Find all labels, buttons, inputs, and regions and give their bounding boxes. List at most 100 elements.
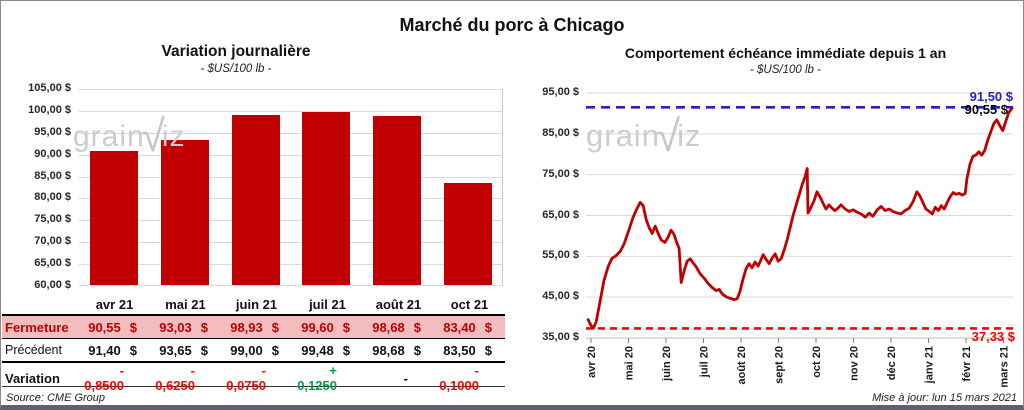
right-chart-title: Comportement échéance immédiate depuis 1… bbox=[624, 45, 947, 61]
table-cell: 99,00 $ bbox=[221, 343, 292, 358]
x-axis-label: sept 20 bbox=[774, 346, 786, 384]
table-cell: 83,40 $ bbox=[434, 320, 505, 335]
variation-cell: - 0,1000 bbox=[439, 363, 479, 393]
row-label-precedent: Précédent bbox=[5, 343, 62, 357]
table-header-row: avr 21 mai 21 juin 21 juil 21 août 21 oct 21 bbox=[2, 295, 505, 316]
table-cell: 99,60 $ bbox=[292, 320, 363, 335]
y-axis-tick-label: 75,00 $ bbox=[542, 167, 579, 180]
table-header-cell: août 21 bbox=[375, 297, 422, 312]
page-title: Marché du porc à Chicago bbox=[399, 15, 625, 35]
variation-cell: - 0,6250 bbox=[155, 363, 195, 393]
y-axis-tick-label: 90,00 $ bbox=[34, 147, 71, 160]
x-axis-label: mars 21 bbox=[999, 346, 1011, 388]
last-price-label: 90,55 $ bbox=[964, 102, 1008, 118]
low-reference-label: 37,33 $ bbox=[971, 329, 1015, 345]
variation-cell: - 0,8500 bbox=[84, 363, 124, 393]
price-value: 83,50 bbox=[443, 342, 476, 358]
grainwiz-watermark: grain√iz bbox=[586, 107, 702, 161]
left-chart-subtitle: - $US/100 lb - bbox=[200, 63, 272, 75]
table-header-cell: juin 21 bbox=[235, 297, 278, 312]
y-axis-tick-label: 65,00 $ bbox=[34, 257, 71, 270]
y-axis-tick-label: 60,00 $ bbox=[34, 279, 71, 291]
y-axis-tick-label: 80,00 $ bbox=[34, 191, 71, 204]
x-axis-label: nov 20 bbox=[849, 346, 861, 381]
checkmark-icon: √ bbox=[655, 112, 682, 161]
price-value: 99,00 bbox=[230, 342, 263, 358]
price-value: 91,40 bbox=[88, 342, 121, 358]
table-header-cell: juil 21 bbox=[309, 297, 346, 312]
currency-symbol: $ bbox=[129, 319, 137, 335]
table-header-cell: oct 21 bbox=[450, 297, 489, 312]
bar bbox=[90, 151, 139, 285]
y-axis-tick-label: 95,00 $ bbox=[34, 125, 71, 138]
source-note: Source: CME Group bbox=[6, 392, 106, 404]
y-axis-tick-label: 105,00 $ bbox=[28, 82, 71, 94]
price-table: avr 21 mai 21 juin 21 juil 21 août 21 oct 21 F… bbox=[2, 295, 505, 393]
right-chart: Comportement échéance immédiate depuis 1… bbox=[513, 1, 1023, 405]
currency-symbol: $ bbox=[413, 342, 421, 358]
table-cell: 99,48 $ bbox=[292, 343, 363, 358]
watermark-text: grain bbox=[586, 118, 660, 153]
checkmark-icon: √ bbox=[140, 112, 166, 161]
currency-symbol: $ bbox=[484, 342, 492, 358]
x-axis-label: mai 20 bbox=[624, 346, 636, 380]
price-value: 90,55 bbox=[88, 319, 121, 335]
x-axis-label: août 20 bbox=[736, 346, 748, 385]
y-axis-tick-label: 95,00 $ bbox=[542, 86, 579, 98]
variation-cell: + 0,1250 bbox=[297, 363, 337, 393]
table-cell: 91,40 $ bbox=[79, 343, 150, 358]
y-axis-tick-label: 65,00 $ bbox=[542, 208, 579, 221]
gridline bbox=[79, 176, 502, 178]
currency-symbol: $ bbox=[342, 342, 350, 358]
price-value: 83,40 bbox=[443, 319, 476, 335]
gridline bbox=[79, 89, 502, 90]
variation-cell: - bbox=[403, 370, 408, 386]
gridline bbox=[79, 132, 502, 134]
table-cell: 98,93 $ bbox=[221, 320, 292, 335]
x-axis-label: janv 21 bbox=[924, 346, 936, 384]
y-axis-tick-label: 85,00 $ bbox=[542, 126, 579, 139]
watermark-text: iz bbox=[161, 120, 186, 153]
table-row: Fermeture 90,55 $93,03 $98,93 $99,60 $98,68 $8… bbox=[2, 316, 505, 339]
watermark-text: grain bbox=[73, 120, 145, 153]
row-label-variation: Variation bbox=[5, 370, 60, 386]
bar bbox=[373, 115, 421, 285]
high-reference-label: 91,50 $ bbox=[969, 89, 1013, 105]
price-value: 98,68 bbox=[372, 342, 405, 358]
bar bbox=[302, 111, 351, 285]
price-value: 98,68 bbox=[372, 319, 405, 335]
price-value: 99,48 bbox=[301, 342, 334, 358]
left-chart-title: Variation journalière bbox=[161, 43, 311, 60]
bar-plot-area bbox=[79, 89, 503, 286]
y-axis-tick-label: 45,00 $ bbox=[542, 290, 579, 303]
currency-symbol: $ bbox=[413, 319, 421, 335]
currency-symbol: $ bbox=[271, 342, 279, 358]
currency-symbol: $ bbox=[129, 342, 137, 358]
y-axis-tick-label: 100,00 $ bbox=[28, 103, 71, 116]
currency-symbol: $ bbox=[200, 319, 208, 335]
watermark-text: iz bbox=[677, 118, 702, 153]
x-axis-label: oct 20 bbox=[811, 346, 823, 378]
updated-note: Mise à jour: lun 15 mars 2021 bbox=[872, 392, 1017, 404]
table-row: Précédent 91,40 $93,65 $99,00 $99,48 $98,68 $8… bbox=[2, 339, 505, 363]
gridline bbox=[79, 264, 502, 266]
y-axis-tick-label: 55,00 $ bbox=[542, 249, 579, 262]
table-cell: 90,55 $ bbox=[79, 320, 150, 335]
y-axis-tick-label: 85,00 $ bbox=[34, 169, 71, 182]
price-value: 93,65 bbox=[159, 342, 192, 358]
table-cell: 98,68 $ bbox=[363, 320, 434, 335]
table-cell: 83,50 $ bbox=[434, 343, 505, 358]
table-cell: 93,65 $ bbox=[150, 343, 221, 358]
gridline bbox=[79, 220, 502, 222]
x-axis-label: juin 20 bbox=[661, 346, 673, 382]
table-header-cell: mai 21 bbox=[165, 297, 206, 312]
table-cell: 98,68 $ bbox=[363, 343, 434, 358]
gridline bbox=[79, 242, 502, 244]
currency-symbol: $ bbox=[200, 342, 208, 358]
table-header-cell: avr 21 bbox=[95, 297, 134, 312]
line-plot-svg: avr 20 mai 20 juin 20 juil 20 août 20 sept 20… bbox=[586, 92, 1014, 388]
bar bbox=[161, 140, 209, 285]
gridline bbox=[79, 154, 502, 156]
bar bbox=[231, 114, 280, 285]
